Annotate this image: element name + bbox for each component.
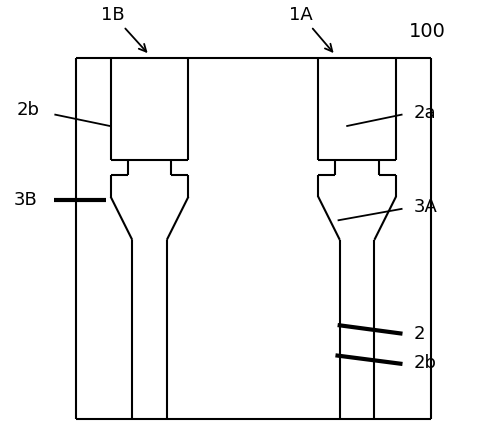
Text: 1B: 1B [101,6,146,52]
Text: 3B: 3B [14,191,37,208]
Text: 2: 2 [412,325,424,343]
Text: 2b: 2b [16,101,39,119]
Text: 2b: 2b [412,354,436,372]
Text: 3A: 3A [412,198,436,216]
Text: 100: 100 [408,21,445,40]
Text: 1A: 1A [288,6,332,52]
Text: 2a: 2a [412,104,435,122]
